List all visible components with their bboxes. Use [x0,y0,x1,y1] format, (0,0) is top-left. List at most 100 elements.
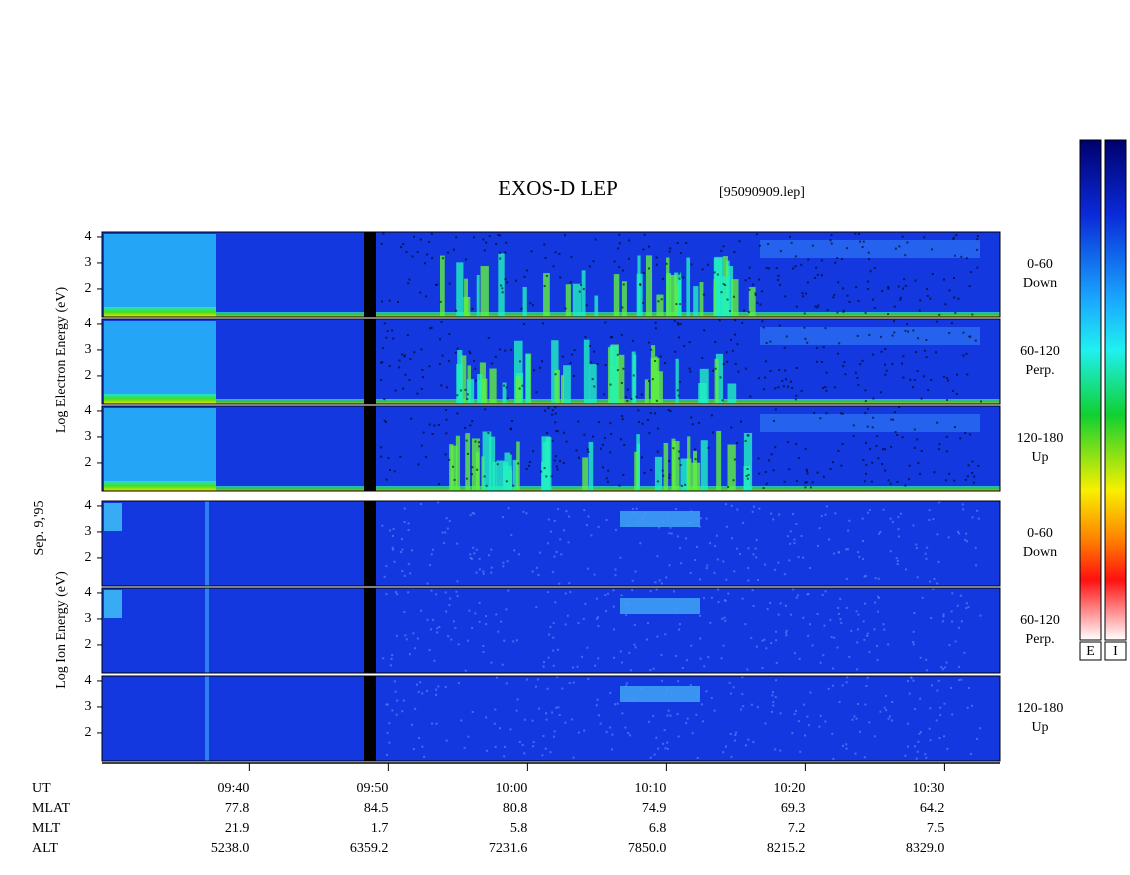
texture [401,353,404,356]
texture [725,351,728,354]
texture [967,686,970,689]
texture [583,433,586,436]
texture [554,412,557,415]
texture [382,657,385,660]
texture [688,341,691,344]
texture [685,537,688,540]
texture [625,613,628,616]
texture [662,521,665,524]
texture [816,471,819,474]
texture [448,519,451,522]
texture [469,352,472,355]
texture [405,638,408,641]
texture [822,654,825,657]
texture [545,718,548,721]
texture [541,360,544,363]
texture [412,235,415,238]
texture [409,358,412,361]
texture [419,291,422,294]
texture [883,363,886,366]
texture [618,266,621,269]
texture [485,716,488,719]
texture [701,268,704,271]
texture [572,666,575,669]
texture [827,687,830,690]
texture [522,323,525,326]
texture [469,424,472,427]
texture [716,273,719,276]
texture [722,363,725,366]
texture [775,661,778,664]
texture [634,646,637,649]
texture [454,351,457,354]
texture [868,508,871,511]
texture [411,723,414,726]
texture [774,696,777,699]
panel-direction: Perp. [1025,632,1054,647]
texture [919,697,922,700]
texture [626,388,629,391]
y-tick-label: 4 [85,585,92,600]
texture [979,727,982,730]
texture [746,468,749,471]
texture [556,430,559,433]
texture [711,431,714,434]
texture [889,550,892,553]
texture [381,524,384,527]
texture [626,604,629,607]
texture [891,520,894,523]
texture [811,644,814,647]
texture [553,459,556,462]
texture [438,483,441,486]
texture [669,714,672,717]
texture [871,426,874,429]
texture [756,578,759,581]
texture [554,406,557,409]
texture [628,239,631,242]
texture [814,305,817,308]
texture [725,578,728,581]
x-axis-label: UT [32,781,51,796]
spectrogram-texture [104,501,980,586]
texture [893,320,896,323]
texture [498,348,501,351]
texture [463,296,471,317]
texture [594,238,597,241]
texture [413,351,416,354]
texture [501,663,504,666]
texture [480,266,489,317]
texture [925,756,928,759]
texture [478,601,481,604]
texture [800,263,803,266]
texture [588,265,591,268]
texture [407,282,410,285]
texture [444,531,447,534]
texture [788,468,791,471]
texture [464,258,467,261]
texture [901,362,904,365]
texture [855,610,858,613]
texture [868,721,871,724]
texture [695,695,698,698]
texture [463,746,466,749]
texture [847,529,850,532]
texture [494,355,497,358]
texture [710,596,713,599]
texture [779,283,782,286]
texture [917,337,920,340]
texture [489,368,497,404]
texture [842,365,845,368]
texture [654,359,657,362]
texture [840,622,843,625]
texture [523,275,526,278]
texture [967,606,970,609]
texture [400,551,403,554]
colorbar-label: I [1113,644,1118,659]
texture [473,512,476,515]
texture [465,439,468,442]
texture [497,630,500,633]
texture [381,347,384,350]
texture [862,558,865,561]
texture [104,503,122,531]
texture [772,469,775,472]
